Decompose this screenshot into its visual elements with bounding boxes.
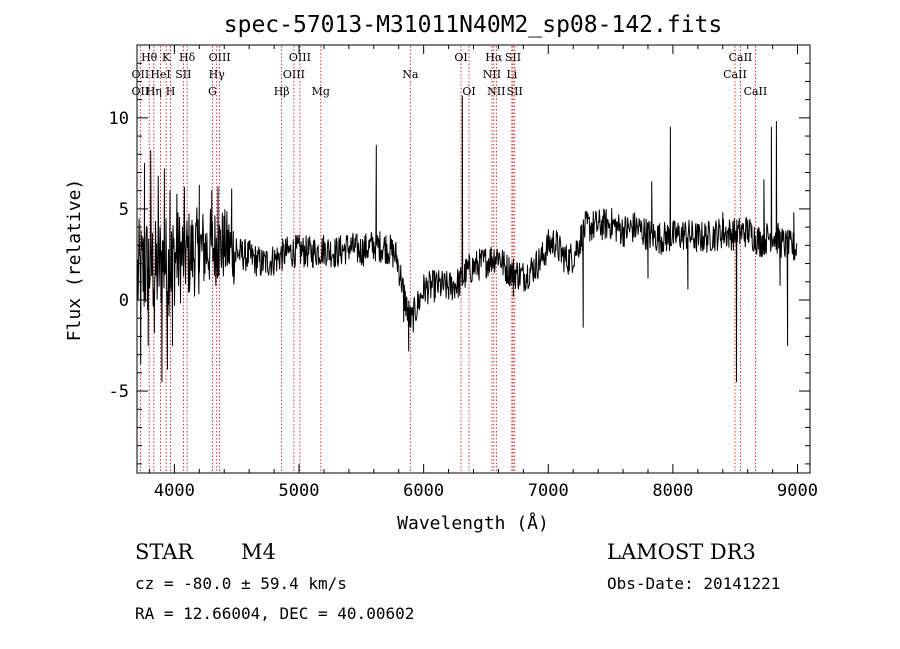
x-tick-label: 6000 <box>403 481 444 501</box>
y-tick-label: -5 <box>109 382 129 402</box>
spectral-line-label: OII <box>132 85 150 98</box>
axis-ticks: 4000 5000 6000 7000 8000 9000 -5 0 5 10 <box>109 45 818 501</box>
x-tick-label: 5000 <box>279 481 320 501</box>
spectral-line-label: OIII <box>283 68 305 81</box>
object-class: STAR <box>135 540 194 564</box>
spectral-line-label: OII <box>132 68 150 81</box>
spectral-line-label: SII <box>507 85 523 98</box>
x-axis-label: Wavelength (Å) <box>397 512 549 534</box>
y-tick-label: 5 <box>119 200 129 220</box>
spectral-line-label: CaII <box>723 68 747 81</box>
spectral-line-label: HeI <box>150 68 170 81</box>
y-tick-label: 10 <box>109 109 129 129</box>
spectral-line-label: CaII <box>729 51 753 64</box>
survey-name: LAMOST DR3 <box>607 540 756 564</box>
spectral-line-label: Hθ <box>141 51 158 64</box>
spectral-line-label: Mg <box>312 85 330 98</box>
spectral-line-label: OIII <box>209 51 231 64</box>
spectral-line-label: Na <box>402 68 419 81</box>
spectral-line-label: Hα <box>485 51 503 64</box>
coordinates: RA = 12.66004, DEC = 40.00602 <box>135 604 414 623</box>
x-tick-label: 9000 <box>777 481 818 501</box>
object-subclass: M4 <box>241 540 276 564</box>
redshift-info: cz = -80.0 ± 59.4 km/s <box>135 574 347 593</box>
spectral-line-label: Hη <box>146 85 162 98</box>
spectral-line-label: OI <box>462 85 475 98</box>
spectrum-line <box>137 95 798 383</box>
spectral-line-label: H <box>166 85 176 98</box>
spectral-line-label: SII <box>505 51 521 64</box>
x-tick-label: 4000 <box>154 481 195 501</box>
y-axis-label: Flux (relative) <box>64 179 85 342</box>
chart-title: spec-57013-M31011N40M2_sp08-142.fits <box>224 12 723 38</box>
x-tick-label: 7000 <box>528 481 569 501</box>
spectral-line-label: NII <box>487 85 505 98</box>
plot-frame <box>136 44 811 474</box>
spectral-line-label: Hδ <box>179 51 196 64</box>
plot-area <box>137 46 798 472</box>
spectral-line-label: SII <box>175 68 191 81</box>
spectral-line-label: OIII <box>289 51 311 64</box>
spectral-line-label: Hβ <box>274 85 290 98</box>
spectral-line-label: Hγ <box>209 68 226 81</box>
spectral-line-markers <box>139 46 756 472</box>
spectral-line-label: K <box>162 51 171 64</box>
spectral-line-label: OI <box>454 51 467 64</box>
x-tick-label: 8000 <box>652 481 693 501</box>
spectral-line-label: G <box>208 85 217 98</box>
spectral-line-label: Li <box>506 68 517 81</box>
spectral-line-label: NII <box>483 68 501 81</box>
obs-date: Obs-Date: 20141221 <box>607 574 780 593</box>
spectral-line-label: CaII <box>744 85 768 98</box>
y-tick-label: 0 <box>119 291 129 311</box>
